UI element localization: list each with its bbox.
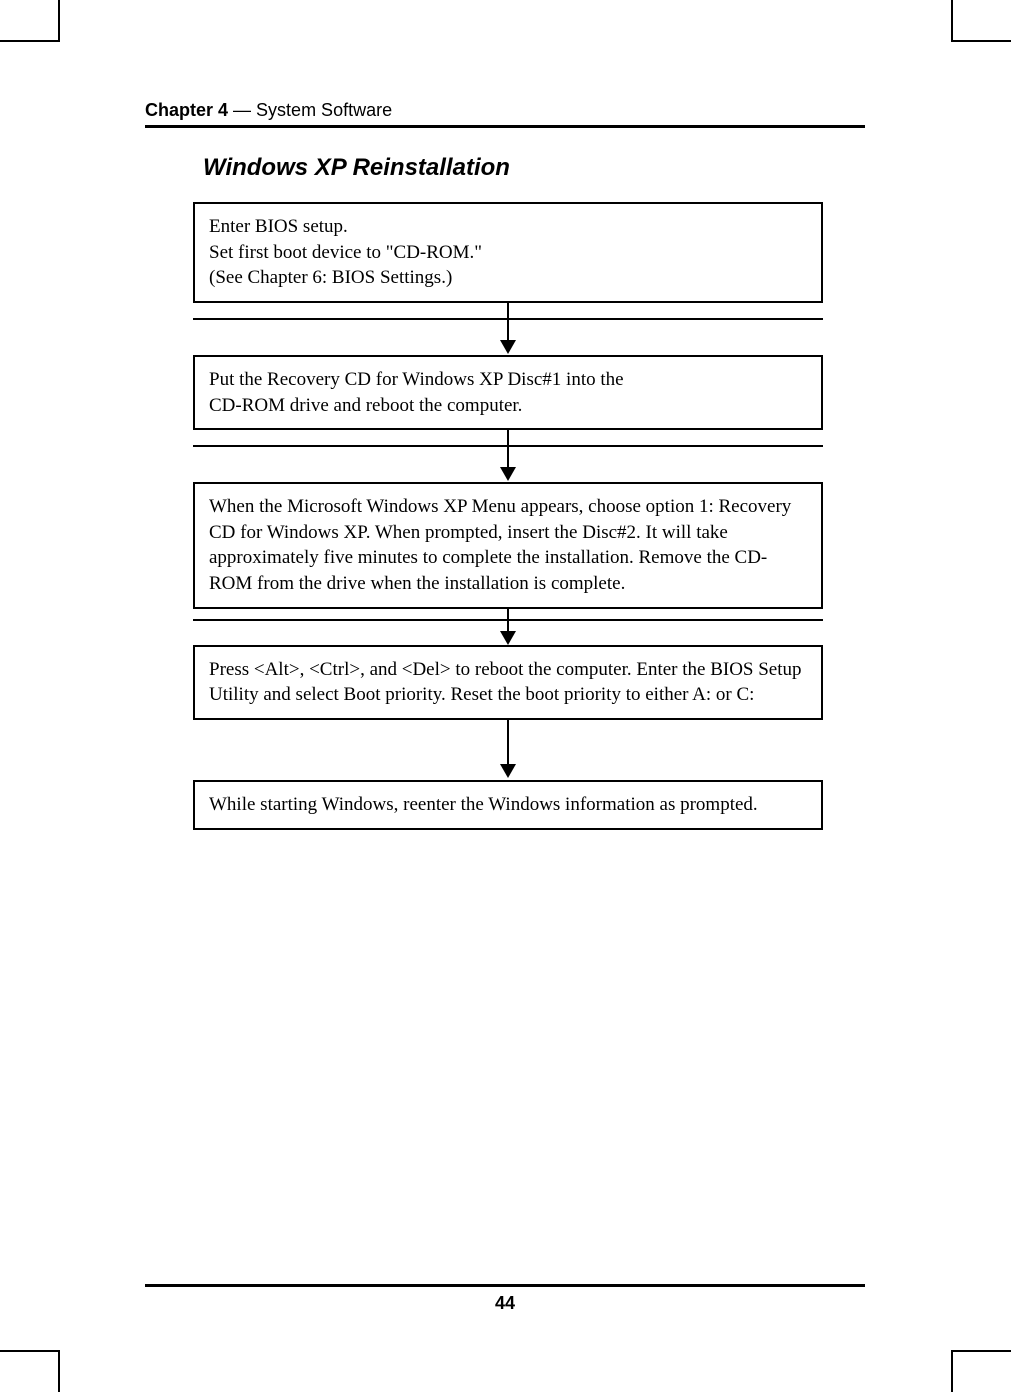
crop-mark [951,1350,1011,1352]
flowchart-box-3: When the Microsoft Windows XP Menu appea… [193,482,823,609]
flowchart-arrow [193,609,823,645]
chapter-label: Chapter 4 [145,100,228,120]
flowchart-box-1: Enter BIOS setup. Set first boot device … [193,202,823,303]
crop-mark [58,0,60,40]
flowchart-arrow [193,303,823,355]
page-footer: 44 [145,1284,865,1314]
crop-mark [951,40,1011,42]
crop-mark [951,1352,953,1392]
flowchart-arrow [193,430,823,482]
page-number: 44 [495,1293,515,1313]
header-separator: — [228,100,256,120]
flowchart-box-2: Put the Recovery CD for Windows XP Disc#… [193,355,823,430]
flowchart-box-5: While starting Windows, reenter the Wind… [193,780,823,830]
header-title: System Software [256,100,392,120]
flowchart-arrow [193,720,823,780]
crop-mark [0,40,60,42]
crop-mark [0,1350,60,1352]
page-content: Chapter 4 — System Software Windows XP R… [145,100,865,830]
section-title: Windows XP Reinstallation [203,154,865,182]
crop-mark [58,1352,60,1392]
crop-mark [951,0,953,40]
flowchart-box-4: Press <Alt>, <Ctrl>, and <Del> to reboot… [193,645,823,720]
page-header: Chapter 4 — System Software [145,100,865,128]
flowchart: Enter BIOS setup. Set first boot device … [193,202,823,830]
